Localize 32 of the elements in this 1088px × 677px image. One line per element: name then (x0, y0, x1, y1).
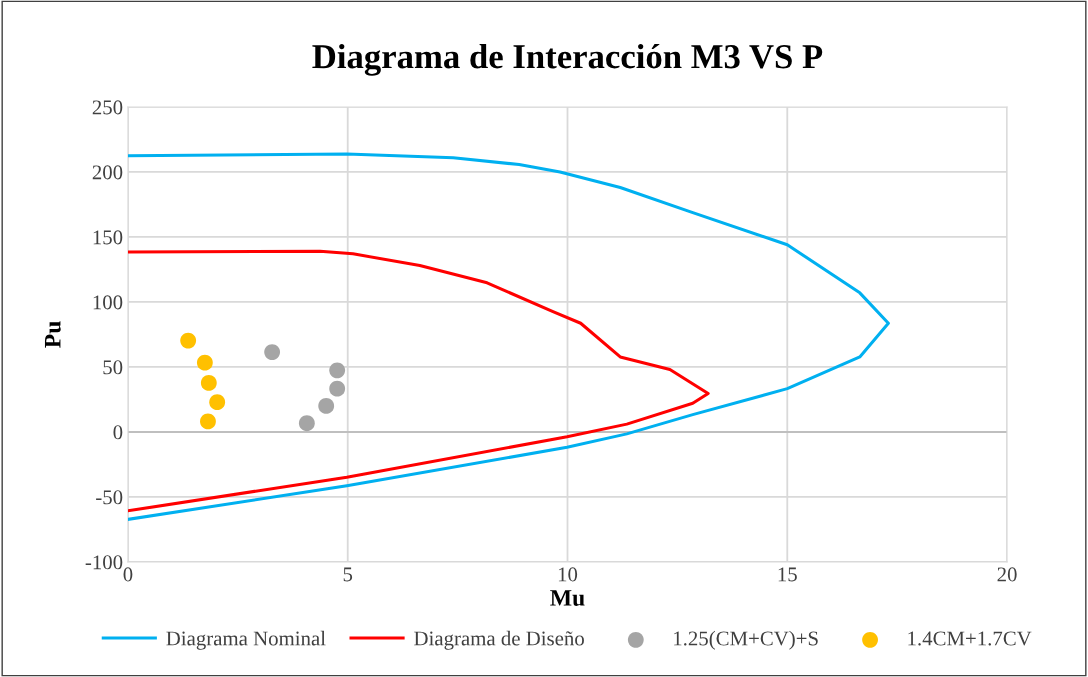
point (180, 332, 197, 349)
x-tick-label: 0 (123, 567, 133, 582)
legend-label: 1.25(CM+CV)+S (674, 630, 818, 650)
y-tick-label: -50 (96, 490, 123, 505)
x-tick-label: 20 (997, 567, 1017, 582)
x-tick-label: 5 (343, 567, 353, 582)
legend-label: Diagrama de Diseño (414, 630, 584, 650)
y-tick-label: 0 (113, 425, 123, 440)
x-tick-label: 10 (558, 567, 578, 582)
point (329, 362, 346, 379)
y-tick-label: -100 (85, 555, 123, 570)
x-tick-label: 15 (778, 567, 797, 582)
y-tick-label: 200 (92, 165, 123, 180)
point (329, 380, 346, 397)
legend-label: Diagrama Nominal (166, 630, 326, 650)
line-series (127, 249, 710, 513)
chart-title: Diagrama de Interacción M3 VS P (312, 43, 823, 76)
y-tick-label: 50 (103, 360, 123, 375)
y-tick-label: 250 (92, 100, 123, 115)
y-axis-title: Pu (44, 321, 61, 348)
point (298, 415, 315, 432)
point (209, 394, 226, 411)
y-tick-label: 150 (93, 230, 123, 245)
point (318, 398, 335, 414)
point (264, 344, 281, 361)
point (196, 354, 213, 371)
x-axis-title: Mu (550, 590, 585, 606)
line-series (127, 152, 890, 521)
y-tick-label: 100 (93, 295, 123, 310)
legend-label: 1.4CM+1.7CV (908, 631, 1032, 646)
point (200, 413, 216, 430)
point (200, 375, 217, 391)
